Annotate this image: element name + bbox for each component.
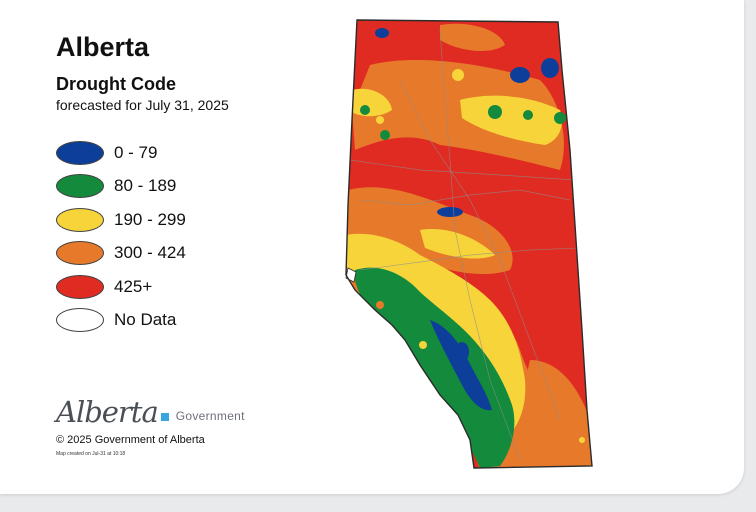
legend-item-80-189: 80 - 189 <box>56 170 186 204</box>
zone-very-high-dot <box>376 301 384 309</box>
zone-low-lake-northeast <box>541 58 559 78</box>
legend-swatch <box>56 174 104 199</box>
legend-swatch <box>56 274 104 299</box>
legend-item-425-plus: 425+ <box>56 270 186 304</box>
alberta-drought-map <box>345 19 593 469</box>
zone-high-northeast <box>460 95 562 145</box>
legend-item-0-79: 0 - 79 <box>56 136 186 170</box>
zone-moderate-dot <box>523 110 533 120</box>
legend-item-190-299: 190 - 299 <box>56 203 186 237</box>
copyright: © 2025 Government of Alberta <box>56 434 205 446</box>
legend-item-no-data: No Data <box>56 304 186 338</box>
alberta-boundary <box>345 19 593 469</box>
zone-high-central <box>420 229 495 259</box>
zone-moderate-southwest <box>470 410 498 468</box>
logo-wordmark: Alberta <box>56 395 159 429</box>
map-subtitle: Drought Code <box>56 74 176 94</box>
zone-very-high-north <box>352 60 564 170</box>
zone-very-high-southeast <box>525 360 592 468</box>
forecast-date: forecasted for July 31, 2025 <box>56 97 229 113</box>
zone-high-dot <box>452 69 464 81</box>
zone-moderate-dot <box>554 112 566 124</box>
zone-very-high-dot <box>572 410 582 420</box>
drought-zones <box>346 20 592 468</box>
legend-swatch <box>56 140 104 165</box>
zone-high-dot <box>579 437 585 443</box>
legend-swatch <box>56 207 104 232</box>
logo-square-icon <box>160 413 169 421</box>
zone-low-lake-north <box>510 67 530 83</box>
zone-moderate-dot <box>380 130 390 140</box>
zone-low-mountains <box>430 320 492 411</box>
zone-very-high-north-spot <box>440 23 505 52</box>
zone-high-dot <box>376 116 384 124</box>
legend-swatch <box>56 308 104 333</box>
logo-government-text: Government <box>175 409 245 423</box>
zone-low-pocket-south <box>455 342 469 362</box>
map-card: Alberta Drought Code forecasted for July… <box>0 0 744 494</box>
zone-moderate-dot <box>360 105 370 115</box>
zone-high-dot <box>419 341 427 349</box>
legend-label: 300 - 424 <box>114 243 186 263</box>
legend: 0 - 79 80 - 189 190 - 299 300 - 424 425+… <box>56 136 186 337</box>
zone-low-lake-northwest <box>375 28 389 38</box>
legend-label: 190 - 299 <box>114 209 186 229</box>
map-title: Alberta <box>56 32 150 62</box>
legend-label: 0 - 79 <box>114 142 158 162</box>
zone-low-lake-central <box>437 207 463 217</box>
legend-item-300-424: 300 - 424 <box>56 237 186 271</box>
map-created-note: Map created on Jul-31 at 10:18 <box>56 451 126 457</box>
zone-moderate-dot <box>488 105 502 119</box>
legend-label: 80 - 189 <box>114 176 177 196</box>
alberta-government-logo: Alberta Government <box>56 398 245 427</box>
legend-label: No Data <box>114 310 177 330</box>
legend-label: 425+ <box>114 276 153 296</box>
roads <box>349 29 579 461</box>
legend-swatch <box>56 241 104 266</box>
